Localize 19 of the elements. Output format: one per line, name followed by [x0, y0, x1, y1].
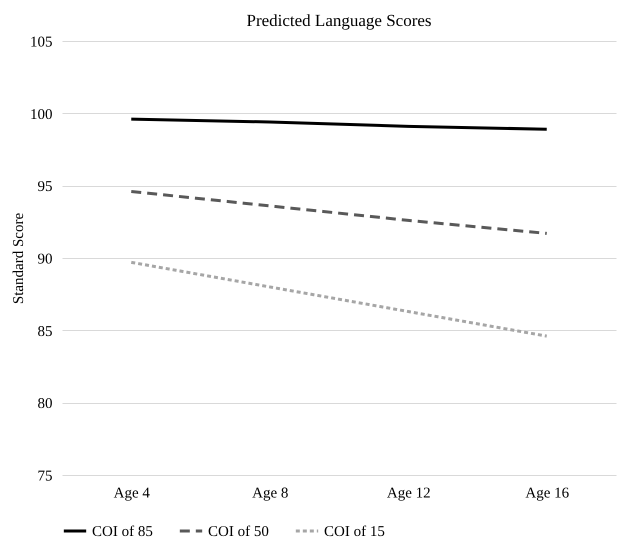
line-series [130, 260, 548, 338]
y-tick-label: 95 [38, 179, 52, 196]
y-tick-label: 75 [38, 468, 52, 484]
legend-label: COI of 50 [208, 524, 269, 540]
line-series [130, 190, 548, 235]
y-tick-label: 85 [38, 324, 52, 340]
y-axis-title: Standard Score [11, 212, 27, 304]
line-series [130, 118, 548, 131]
legend-label: COI of 85 [92, 524, 153, 540]
x-tick-label: Age 8 [252, 486, 288, 502]
y-tick-label: 100 [30, 106, 52, 123]
y-tick-label: 80 [38, 396, 52, 412]
y-tick-label: 90 [38, 252, 52, 268]
x-tick-label: Age 12 [386, 486, 431, 502]
chart-title: Predicted Language Scores [246, 11, 432, 30]
y-tick-label: 105 [30, 34, 52, 50]
x-tick-label: Age 4 [114, 486, 150, 502]
x-tick-label: Age 16 [525, 486, 570, 502]
legend-label: COI of 15 [324, 524, 385, 540]
